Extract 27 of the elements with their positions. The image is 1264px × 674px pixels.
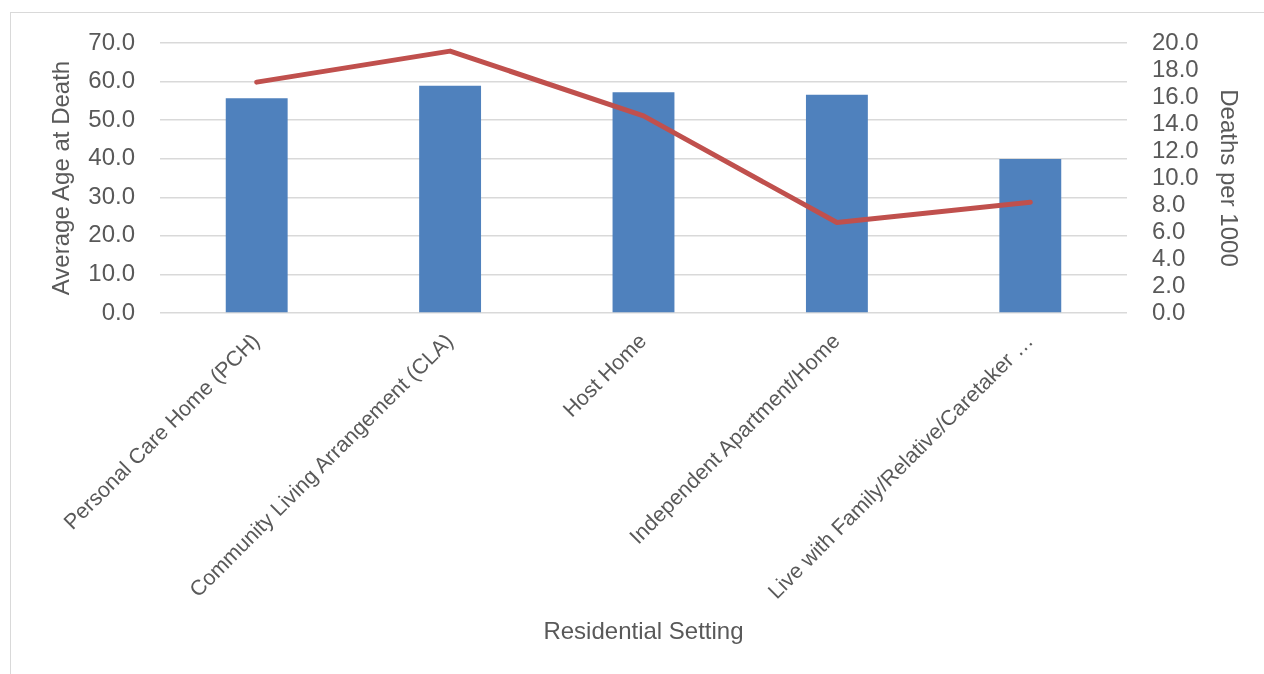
y2-tick-label: 20.0	[1152, 27, 1199, 55]
bar	[805, 94, 868, 313]
y2-tick-label: 18.0	[1152, 54, 1199, 82]
y2-axis-title: Deaths per 1000	[1215, 89, 1243, 267]
y-tick-label: 0.0	[101, 297, 135, 325]
y-axis-title: Average Age at Death	[47, 60, 75, 296]
y2-tick-label: 8.0	[1152, 189, 1186, 217]
y-tick-label: 60.0	[88, 66, 135, 94]
y2-tick-label: 2.0	[1152, 270, 1186, 298]
bar	[419, 85, 482, 313]
y2-tick-label: 0.0	[1152, 297, 1186, 325]
y2-tick-label: 12.0	[1152, 135, 1199, 163]
y-tick-label: 40.0	[88, 143, 135, 171]
bar	[612, 92, 675, 313]
bar	[999, 159, 1062, 313]
y-tick-label: 50.0	[88, 104, 135, 132]
bar	[225, 98, 288, 313]
y-tick-label: 70.0	[88, 27, 135, 55]
y2-tick-label: 14.0	[1152, 108, 1199, 136]
y-tick-label: 10.0	[88, 259, 135, 287]
y2-tick-label: 10.0	[1152, 162, 1199, 190]
y-tick-label: 20.0	[88, 220, 135, 248]
y2-tick-label: 6.0	[1152, 216, 1186, 244]
x-axis-title: Residential Setting	[543, 617, 744, 645]
y-tick-label: 30.0	[88, 181, 135, 209]
y2-tick-label: 4.0	[1152, 243, 1186, 271]
y2-tick-label: 16.0	[1152, 81, 1199, 109]
